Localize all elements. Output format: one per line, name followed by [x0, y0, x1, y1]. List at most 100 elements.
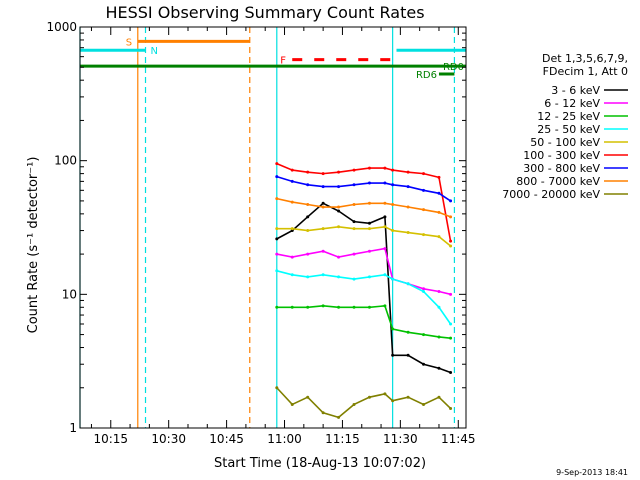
data-point-12-25-kev-12: [449, 336, 453, 340]
data-point-25-50-kev-3: [321, 273, 325, 277]
data-point-800-7000-kev-12: [449, 215, 453, 219]
data-point-25-50-kev-1: [290, 273, 294, 277]
data-point-50-100-kev-2: [306, 229, 310, 233]
data-point-300-800-kev-5: [352, 183, 356, 187]
data-point-6-12-kev-11: [437, 290, 441, 294]
data-point-100-300-kev-10: [422, 172, 426, 176]
data-point-300-800-kev-11: [437, 191, 441, 195]
series-line-7000-20000-kev: [276, 387, 452, 419]
data-point-100-300-kev-11: [437, 175, 441, 179]
data-point-7000-20000-kev-11: [437, 395, 441, 399]
data-point-50-100-kev-3: [321, 227, 325, 231]
data-point-6-12-kev-3: [321, 249, 325, 253]
flag-label-rd0: RD0: [443, 62, 464, 73]
legend-label: 3 - 6 keV: [551, 84, 600, 97]
data-point-300-800-kev-1: [290, 179, 294, 183]
data-point-25-50-kev-11: [437, 305, 441, 309]
data-point-100-300-kev-5: [352, 168, 356, 172]
legend-label: 100 - 300 keV: [523, 149, 600, 162]
data-point-300-800-kev-8: [391, 183, 395, 187]
data-point-800-7000-kev-8: [391, 202, 395, 206]
data-point-300-800-kev-12: [449, 199, 453, 203]
series-line-12-25-kev: [276, 304, 451, 339]
data-point-100-300-kev-3: [321, 172, 325, 176]
x-tick-label: 11:00: [267, 432, 302, 446]
data-point-12-25-kev-4: [337, 305, 341, 309]
data-point-7000-20000-kev-0: [275, 386, 279, 390]
data-point-3-6-kev-9: [406, 353, 410, 357]
y-tick-label: 10: [62, 287, 77, 301]
data-point-6-12-kev-5: [352, 252, 356, 256]
data-point-12-25-kev-11: [437, 335, 441, 339]
data-point-800-7000-kev-1: [290, 200, 294, 204]
data-point-3-6-kev-12: [449, 371, 453, 375]
data-point-6-12-kev-10: [422, 287, 426, 291]
data-point-300-800-kev-0: [275, 175, 279, 179]
data-point-12-25-kev-7: [383, 304, 387, 308]
legend-label: 7000 - 20000 keV: [502, 188, 600, 201]
data-point-300-800-kev-2: [306, 183, 310, 187]
x-tick-label: 11:30: [383, 432, 418, 446]
y-tick-label: 1: [69, 421, 77, 435]
data-point-12-25-kev-9: [406, 330, 410, 334]
data-point-7000-20000-kev-3: [321, 411, 325, 415]
data-point-50-100-kev-11: [437, 235, 441, 239]
x-tick-label: 10:45: [209, 432, 244, 446]
data-point-100-300-kev-9: [406, 170, 410, 174]
data-point-7000-20000-kev-4: [337, 415, 341, 419]
data-point-3-6-kev-4: [337, 209, 341, 213]
data-point-50-100-kev-7: [383, 225, 387, 229]
data-point-300-800-kev-6: [367, 181, 371, 185]
legend: Det 1,3,5,6,7,9,FDecim 1, Att 0 3 - 6 keV…: [502, 52, 628, 201]
x-tick-label: 11:45: [441, 432, 476, 446]
data-point-12-25-kev-2: [306, 305, 310, 309]
data-point-100-300-kev-6: [367, 166, 371, 170]
data-point-50-100-kev-8: [391, 229, 395, 233]
data-point-50-100-kev-5: [352, 227, 356, 231]
data-point-3-6-kev-10: [422, 362, 426, 366]
data-point-800-7000-kev-11: [437, 210, 441, 214]
data-point-12-25-kev-1: [290, 305, 294, 309]
series-line-6-12-kev: [276, 247, 451, 296]
flag-label-rd6: RD6: [416, 70, 437, 81]
data-point-25-50-kev-6: [367, 275, 371, 279]
data-point-100-300-kev-0: [275, 162, 279, 166]
flag-label-n: N: [151, 46, 158, 57]
data-point-50-100-kev-4: [337, 225, 341, 229]
flag-label-s: S: [126, 37, 132, 48]
data-point-12-25-kev-10: [422, 333, 426, 337]
flag-label-f: F: [280, 56, 286, 67]
data-point-800-7000-kev-0: [275, 197, 279, 201]
x-tick-label: 10:15: [93, 432, 128, 446]
data-point-7000-20000-kev-10: [422, 402, 426, 406]
data-point-3-6-kev-5: [352, 220, 356, 224]
data-point-12-25-kev-0: [275, 305, 279, 309]
data-point-12-25-kev-5: [352, 305, 356, 309]
data-point-100-300-kev-8: [391, 168, 395, 172]
data-point-50-100-kev-9: [406, 231, 410, 235]
legend-label: 50 - 100 keV: [530, 136, 600, 149]
data-point-300-800-kev-4: [337, 185, 341, 189]
data-point-7000-20000-kev-2: [306, 395, 310, 399]
data-point-25-50-kev-12: [449, 322, 453, 326]
y-tick-label: 100: [54, 154, 77, 168]
data-point-300-800-kev-3: [321, 185, 325, 189]
data-point-25-50-kev-2: [306, 275, 310, 279]
plot-area: S N F RD0 RD6: [79, 27, 466, 428]
data-point-7000-20000-kev-8: [391, 399, 395, 403]
data-point-800-7000-kev-10: [422, 208, 426, 212]
data-point-7000-20000-kev-7: [383, 392, 387, 396]
data-point-3-6-kev-7: [383, 215, 387, 219]
series-line-25-50-kev: [276, 270, 452, 325]
data-point-25-50-kev-7: [383, 273, 387, 277]
data-point-3-6-kev-11: [437, 366, 441, 370]
footer-date: 9-Sep-2013 18:41: [556, 468, 628, 477]
data-point-3-6-kev-3: [321, 201, 325, 205]
data-point-50-100-kev-6: [367, 227, 371, 231]
x-tick-label: 11:15: [325, 432, 360, 446]
legend-label: 300 - 800 keV: [523, 162, 600, 175]
data-point-25-50-kev-10: [422, 290, 426, 294]
data-point-100-300-kev-12: [449, 239, 453, 243]
series-line-300-800-kev: [276, 175, 451, 202]
axes: 1 10 100 1000 10:15 10:30 10:45 11:00 11:15 11:30…: [46, 20, 475, 446]
